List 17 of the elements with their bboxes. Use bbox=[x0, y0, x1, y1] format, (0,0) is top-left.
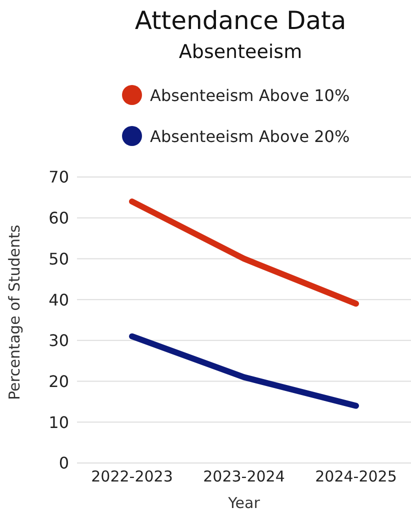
legend-label: Absenteeism Above 10% bbox=[150, 86, 350, 104]
legend-label: Absenteeism Above 20% bbox=[150, 126, 350, 146]
y-tick-label: 10 bbox=[48, 412, 69, 432]
x-tick-label: 2022-2023 bbox=[91, 468, 173, 486]
y-tick-label: 60 bbox=[48, 208, 69, 228]
y-tick-label: 0 bbox=[58, 454, 69, 473]
y-axis-title: Percentage of Students bbox=[5, 224, 24, 400]
chart-title: Attendance Data bbox=[134, 6, 348, 35]
y-tick-label: 30 bbox=[48, 331, 69, 350]
x-axis-title: Year bbox=[227, 494, 261, 512]
chart-subtitle: Absenteeism bbox=[178, 41, 304, 63]
x-tick-label: 2023-2024 bbox=[203, 468, 285, 486]
x-tick-label: 2024-2025 bbox=[315, 468, 397, 486]
y-tick-label: 40 bbox=[48, 290, 69, 310]
y-tick-label: 50 bbox=[48, 249, 69, 268]
y-tick-label: 70 bbox=[48, 168, 69, 187]
y-tick-label: 20 bbox=[48, 372, 69, 391]
